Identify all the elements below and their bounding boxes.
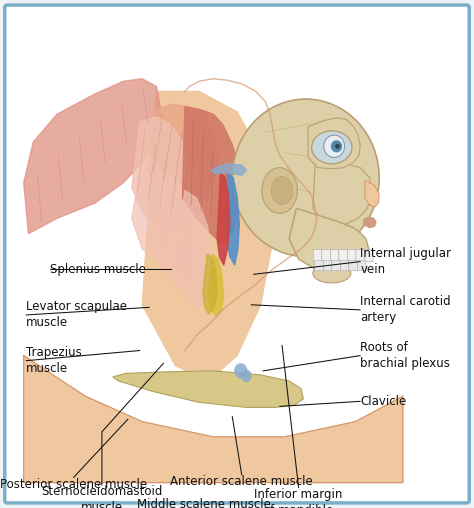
Polygon shape: [24, 356, 403, 483]
Ellipse shape: [271, 176, 292, 205]
Ellipse shape: [311, 131, 352, 164]
Polygon shape: [142, 91, 275, 381]
Polygon shape: [308, 118, 360, 169]
Ellipse shape: [262, 168, 297, 213]
FancyBboxPatch shape: [313, 249, 322, 262]
Polygon shape: [211, 164, 246, 175]
FancyBboxPatch shape: [332, 261, 340, 271]
Circle shape: [331, 140, 342, 152]
FancyBboxPatch shape: [357, 261, 366, 271]
Text: Sternocleidomastoid
muscle: Sternocleidomastoid muscle: [41, 485, 163, 508]
Polygon shape: [217, 173, 230, 265]
FancyBboxPatch shape: [349, 261, 357, 271]
FancyBboxPatch shape: [340, 261, 349, 271]
Polygon shape: [365, 180, 379, 207]
Polygon shape: [209, 254, 224, 316]
Polygon shape: [147, 104, 218, 208]
Ellipse shape: [232, 99, 379, 257]
Polygon shape: [313, 163, 372, 226]
Ellipse shape: [234, 363, 247, 378]
Polygon shape: [154, 173, 197, 290]
Ellipse shape: [313, 264, 351, 283]
Ellipse shape: [241, 370, 252, 382]
Text: Internal carotid
artery: Internal carotid artery: [360, 295, 451, 325]
Text: Splenius muscle: Splenius muscle: [50, 263, 146, 276]
FancyBboxPatch shape: [365, 249, 373, 262]
Circle shape: [324, 135, 345, 157]
FancyBboxPatch shape: [330, 249, 339, 262]
Polygon shape: [132, 157, 173, 259]
Text: Internal jugular
vein: Internal jugular vein: [360, 247, 451, 276]
Polygon shape: [175, 190, 212, 307]
Text: Levator scapulae
muscle: Levator scapulae muscle: [26, 300, 127, 330]
Circle shape: [335, 144, 340, 149]
Text: Anterior scalene muscle: Anterior scalene muscle: [170, 475, 313, 488]
Polygon shape: [24, 79, 161, 234]
Text: Roots of
brachial plexus: Roots of brachial plexus: [360, 341, 450, 370]
Polygon shape: [113, 371, 303, 407]
Text: Inferior margin
of mandible: Inferior margin of mandible: [255, 488, 343, 508]
FancyBboxPatch shape: [5, 5, 469, 503]
Text: Trapezius
muscle: Trapezius muscle: [26, 346, 82, 375]
FancyBboxPatch shape: [323, 261, 332, 271]
FancyBboxPatch shape: [339, 249, 347, 262]
Polygon shape: [132, 117, 192, 231]
Polygon shape: [313, 218, 351, 234]
Text: Posterior scalene muscle: Posterior scalene muscle: [0, 478, 147, 491]
FancyBboxPatch shape: [322, 249, 330, 262]
Polygon shape: [182, 107, 242, 244]
FancyBboxPatch shape: [347, 249, 356, 262]
FancyBboxPatch shape: [315, 261, 323, 271]
FancyBboxPatch shape: [356, 249, 365, 262]
Polygon shape: [364, 217, 376, 228]
Polygon shape: [203, 254, 217, 314]
Polygon shape: [289, 208, 369, 272]
Polygon shape: [227, 173, 239, 265]
Text: Middle scalene muscle: Middle scalene muscle: [137, 498, 271, 508]
Text: Clavicle: Clavicle: [360, 395, 407, 408]
